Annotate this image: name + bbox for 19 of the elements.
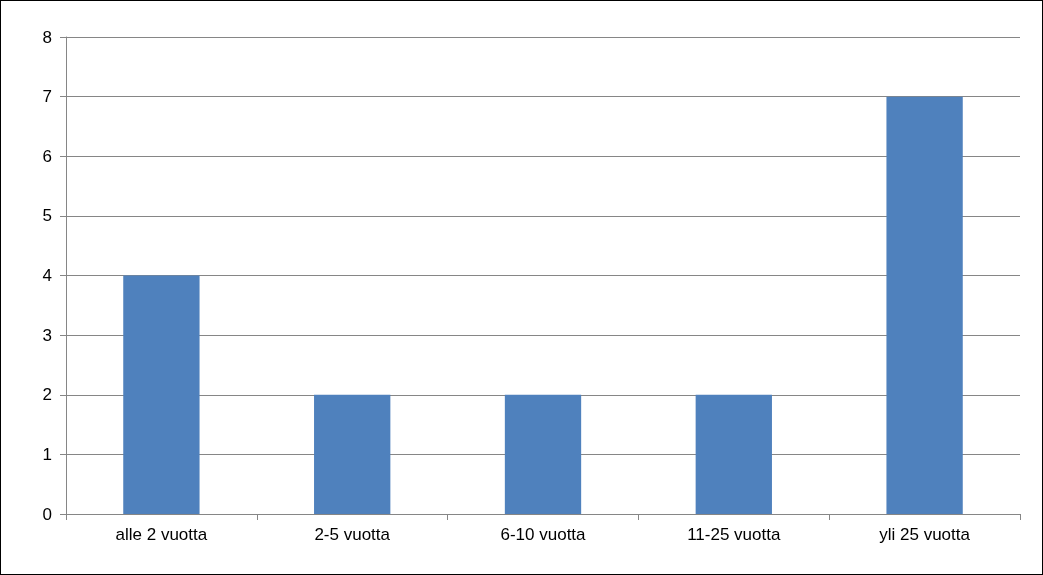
y-tick-label: 4 xyxy=(42,266,52,285)
y-tick-label: 7 xyxy=(42,87,52,107)
y-tick-label: 6 xyxy=(42,146,52,166)
x-tick-label: 11-25 vuotta xyxy=(687,525,781,544)
x-tick-label: alle 2 vuotta xyxy=(115,525,208,544)
y-tick-label: 5 xyxy=(42,206,52,226)
bar xyxy=(314,394,391,514)
bar xyxy=(123,275,200,514)
x-tick-label: yli 25 vuotta xyxy=(879,525,971,544)
bar xyxy=(695,394,772,514)
x-tick-label: 6-10 vuotta xyxy=(500,525,587,544)
y-tick-label: 8 xyxy=(42,27,52,47)
y-tick-label: 1 xyxy=(42,444,52,464)
bar xyxy=(886,96,963,514)
bar xyxy=(504,394,582,514)
y-tick-label: 2 xyxy=(42,385,52,405)
y-tick-label: 3 xyxy=(42,325,52,345)
y-tick-label: 0 xyxy=(42,504,52,524)
x-tick-label: 2-5 vuotta xyxy=(314,525,391,544)
